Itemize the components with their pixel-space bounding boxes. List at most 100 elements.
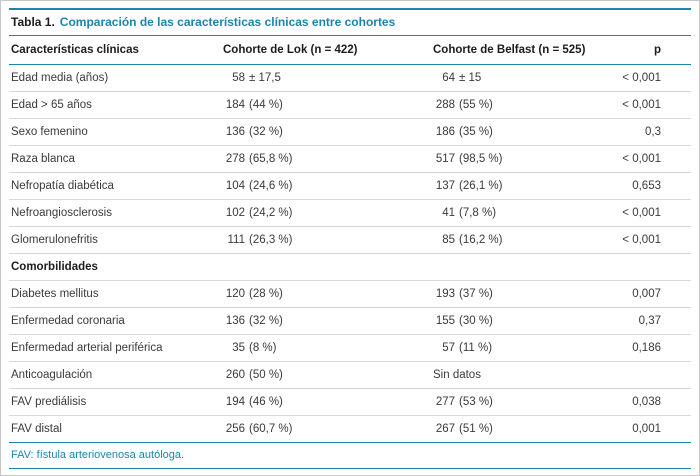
belfast-value: 277 (53 %) [433,396,618,408]
lok-value: 104 (24,6 %) [223,180,433,192]
row-label: FAV distal [11,423,62,435]
row-label: Diabetes mellitus [11,288,99,300]
value-detail: (44 %) [249,99,283,111]
value-number: 267 [435,423,455,435]
table-row: Enfermedad arterial periférica 35 (8 %) 57 (… [9,335,691,362]
belfast-value: 41 (7,8 %) [433,207,618,219]
lok-value: 278 (65,8 %) [223,153,433,165]
column-header-p: p [653,44,661,56]
belfast-value: 137 (26,1 %) [433,180,618,192]
belfast-value: 85 (16,2 %) [433,234,618,246]
value-detail: (46 %) [249,396,283,408]
belfast-value: 155 (30 %) [433,315,618,327]
p-value: 0,3 [645,126,661,138]
value-detail: (60,7 %) [249,423,293,435]
table-row: Glomerulonefritis 111 (26,3 %) 85 (16,2 %) < … [9,227,691,254]
lok-value: 194 (46 %) [223,396,433,408]
value-detail: (11 %) [459,342,493,354]
value-detail: (30 %) [459,315,493,327]
table-row: Raza blanca 278 (65,8 %) 517 (98,5 %) < 0,001 [9,146,691,173]
value-number: 517 [435,153,455,165]
p-value: 0,653 [632,180,661,192]
belfast-value: 267 (51 %) [433,423,618,435]
lok-value: 111 (26,3 %) [223,234,433,246]
value-number: 137 [435,180,455,192]
table-body: Edad media (años) 58 ± 17,5 64 ± 15 < 0,001 Ed… [9,65,691,443]
value-number: 136 [225,315,245,327]
value-number: 186 [435,126,455,138]
value-detail: (37 %) [459,288,493,300]
value-detail: (51 %) [459,423,493,435]
value-number: 111 [227,234,245,246]
row-label: Raza blanca [11,153,75,165]
belfast-value: 186 (35 %) [433,126,618,138]
value-number: 85 [442,234,455,246]
table-footnote: FAV: fístula arteriovenosa autóloga. [9,443,691,469]
belfast-value: 193 (37 %) [433,288,618,300]
value-number: 35 [232,342,245,354]
value-detail: (16,2 %) [459,234,503,246]
row-label: FAV prediálisis [11,396,87,408]
p-value: 0,038 [632,396,661,408]
table-row: Nefroangiosclerosis 102 (24,2 %) 41 (7,8 %) <… [9,200,691,227]
value-number: 57 [442,342,455,354]
lok-value: 58 ± 17,5 [223,72,433,84]
value-detail: (26,3 %) [249,234,293,246]
row-label: Anticoagulación [11,369,93,381]
value-number: 256 [225,423,245,435]
value-number: 64 [442,72,455,84]
value-detail: ± 17,5 [249,72,281,84]
value-detail: (65,8 %) [249,153,293,165]
column-header-caracteristicas: Características clínicas [11,44,139,56]
row-label: Enfermedad coronaria [11,315,125,327]
value-number: 260 [225,369,245,381]
table-section-row: Comorbilidades [9,254,691,281]
p-value: < 0,001 [622,72,661,84]
p-value: 0,001 [632,423,661,435]
p-value: < 0,001 [622,99,661,111]
column-header-cohorte-belfast: Cohorte de Belfast (n = 525) [433,44,586,56]
value-number: 277 [435,396,455,408]
belfast-value: 517 (98,5 %) [433,153,618,165]
value-number: 278 [225,153,245,165]
table-number: Tabla 1. [11,15,55,29]
value-number: 194 [225,396,245,408]
row-label: Edad > 65 años [11,99,92,111]
value-detail: (53 %) [459,396,493,408]
value-number: 155 [435,315,455,327]
table-title-bar: Tabla 1. Comparación de las característic… [9,8,691,36]
value-detail: (50 %) [249,369,283,381]
belfast-value: 57 (11 %) [433,342,618,354]
p-value: < 0,001 [622,234,661,246]
p-value: 0,007 [632,288,661,300]
row-label: Sexo femenino [11,126,88,138]
lok-value: 184 (44 %) [223,99,433,111]
value-number: 193 [435,288,455,300]
value-number: 102 [225,207,245,219]
value-detail: (28 %) [249,288,283,300]
value-number: 184 [225,99,245,111]
value-detail: (24,2 %) [249,207,293,219]
table-row: Sexo femenino 136 (32 %) 186 (35 %) 0,3 [9,119,691,146]
lok-value: 256 (60,7 %) [223,423,433,435]
row-label: Nefropatía diabética [11,180,114,192]
lok-value: 120 (28 %) [223,288,433,300]
lok-value: 136 (32 %) [223,315,433,327]
belfast-value: Sin datos [433,369,481,381]
value-detail: (32 %) [249,126,283,138]
lok-value: 35 (8 %) [223,342,433,354]
section-label: Comorbilidades [11,261,98,273]
table-row: Edad > 65 años 184 (44 %) 288 (55 %) < 0,001 [9,92,691,119]
row-label: Glomerulonefritis [11,234,98,246]
value-detail: (7,8 %) [459,207,497,219]
table-row: FAV distal 256 (60,7 %) 267 (51 %) 0,001 [9,416,691,443]
table-row: Nefropatía diabética 104 (24,6 %) 137 (26,1 … [9,173,691,200]
value-detail: (26,1 %) [459,180,503,192]
table-caption: Comparación de las características clíni… [59,15,396,29]
table-row: Enfermedad coronaria 136 (32 %) 155 (30 %) 0,… [9,308,691,335]
row-label: Edad media (años) [11,72,109,84]
value-detail: (55 %) [459,99,493,111]
value-detail: (24,6 %) [249,180,293,192]
table-row: Anticoagulación 260 (50 %) Sin datos [9,362,691,389]
